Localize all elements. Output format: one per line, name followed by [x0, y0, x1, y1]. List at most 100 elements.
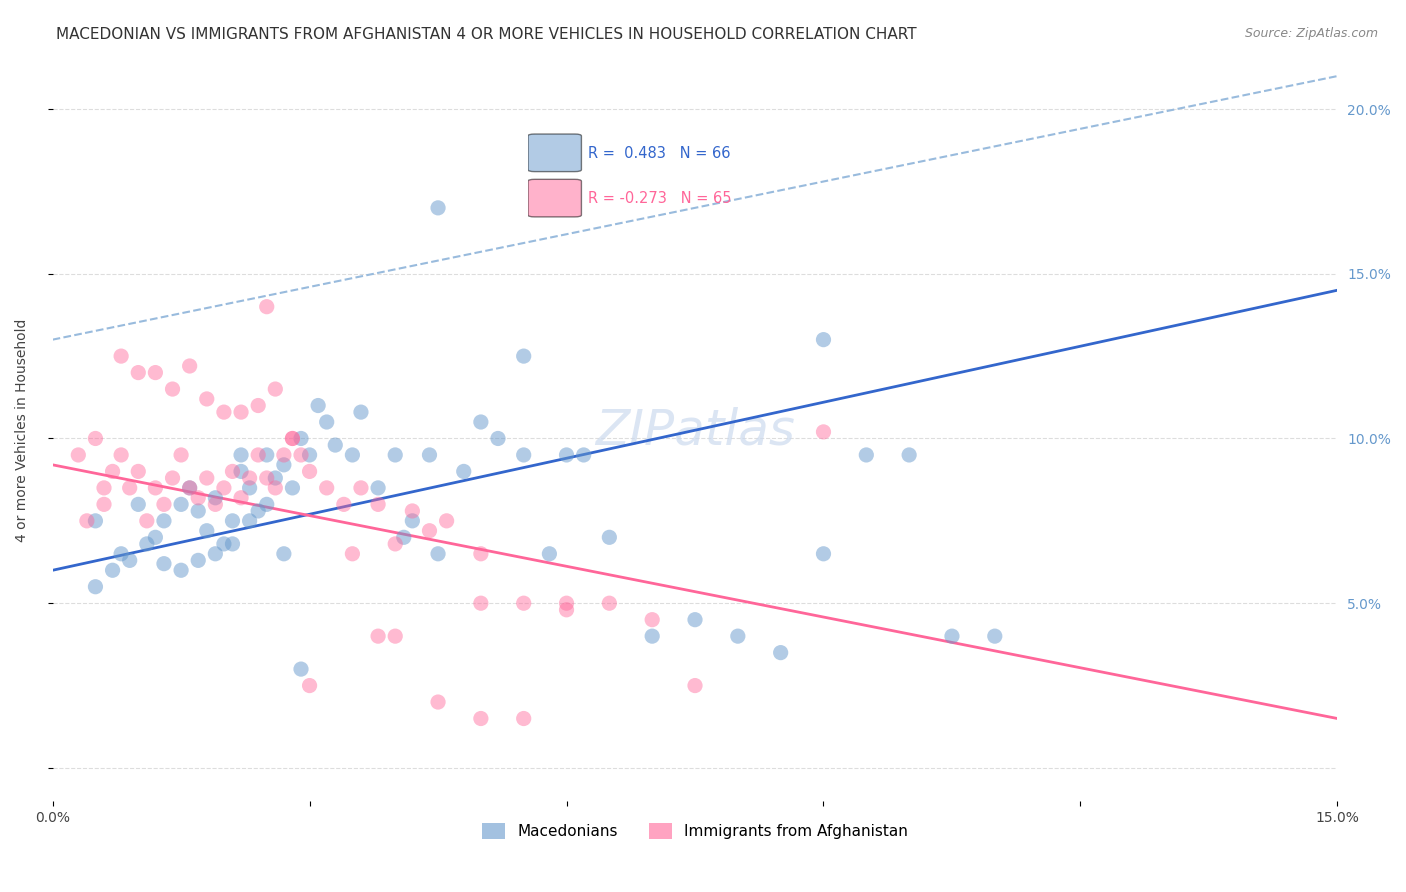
Point — [264, 382, 287, 396]
Point — [333, 497, 356, 511]
Point — [813, 425, 835, 439]
Point — [855, 448, 877, 462]
Point — [384, 629, 406, 643]
Point — [239, 471, 262, 485]
Point — [162, 382, 184, 396]
Point — [342, 547, 364, 561]
Point — [470, 596, 492, 610]
Point — [572, 448, 595, 462]
Point — [84, 580, 107, 594]
Point — [195, 392, 218, 406]
Point — [127, 366, 149, 380]
Point — [401, 504, 423, 518]
Point — [898, 448, 921, 462]
Point — [110, 349, 132, 363]
Point — [84, 514, 107, 528]
Point — [110, 448, 132, 462]
Point — [256, 300, 278, 314]
Point — [273, 458, 295, 472]
Point — [298, 448, 321, 462]
Point — [290, 432, 312, 446]
Point — [342, 448, 364, 462]
Point — [212, 537, 235, 551]
Point — [384, 448, 406, 462]
Point — [555, 596, 578, 610]
Point — [470, 547, 492, 561]
Point — [273, 547, 295, 561]
Point — [247, 504, 270, 518]
Point — [281, 432, 304, 446]
Point — [256, 471, 278, 485]
Point — [453, 465, 475, 479]
Point — [153, 497, 176, 511]
Point — [256, 448, 278, 462]
Point — [512, 712, 534, 726]
Point — [179, 481, 201, 495]
Point — [290, 448, 312, 462]
Point — [323, 438, 346, 452]
Point — [135, 514, 157, 528]
Point — [229, 491, 252, 505]
Point — [512, 596, 534, 610]
Point — [470, 712, 492, 726]
Point — [187, 504, 209, 518]
Point — [598, 596, 620, 610]
Point — [273, 448, 295, 462]
Point — [427, 547, 450, 561]
Text: Source: ZipAtlas.com: Source: ZipAtlas.com — [1244, 27, 1378, 40]
Point — [153, 514, 176, 528]
Point — [683, 679, 706, 693]
Point — [187, 491, 209, 505]
Point — [769, 646, 792, 660]
Point — [264, 481, 287, 495]
Point — [93, 481, 115, 495]
Point — [813, 547, 835, 561]
Point — [470, 415, 492, 429]
Point — [118, 481, 141, 495]
Point — [101, 465, 124, 479]
Point — [135, 537, 157, 551]
Point — [127, 465, 149, 479]
Point — [212, 405, 235, 419]
Point — [641, 613, 664, 627]
Point — [427, 695, 450, 709]
Point — [179, 481, 201, 495]
Point — [118, 553, 141, 567]
Point — [512, 448, 534, 462]
Point — [683, 613, 706, 627]
Legend: Macedonians, Immigrants from Afghanistan: Macedonians, Immigrants from Afghanistan — [477, 817, 914, 845]
Point — [281, 481, 304, 495]
Point — [555, 448, 578, 462]
Point — [67, 448, 90, 462]
Point — [93, 497, 115, 511]
Point — [813, 333, 835, 347]
Point — [229, 465, 252, 479]
Point — [212, 481, 235, 495]
Point — [384, 537, 406, 551]
Point — [427, 201, 450, 215]
Point — [145, 366, 167, 380]
Point — [264, 471, 287, 485]
Point — [350, 405, 373, 419]
Point — [984, 629, 1007, 643]
Point — [179, 359, 201, 373]
Point — [229, 405, 252, 419]
Point — [247, 399, 270, 413]
Point — [187, 553, 209, 567]
Point — [153, 557, 176, 571]
Point — [170, 497, 193, 511]
Point — [538, 547, 561, 561]
Point — [239, 481, 262, 495]
Point — [598, 530, 620, 544]
Point — [170, 563, 193, 577]
Point — [367, 629, 389, 643]
Point — [486, 432, 509, 446]
Point — [281, 432, 304, 446]
Point — [350, 481, 373, 495]
Text: ZIPatlas: ZIPatlas — [595, 406, 794, 454]
Point — [641, 629, 664, 643]
Point — [145, 481, 167, 495]
Point — [315, 481, 337, 495]
Point — [239, 514, 262, 528]
Point — [727, 629, 749, 643]
